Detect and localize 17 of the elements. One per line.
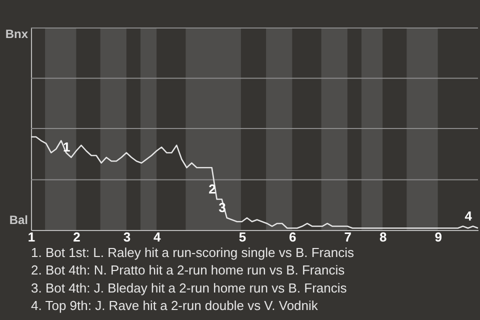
x-tick-label: 1 [28,230,36,244]
x-tick-label: 3 [123,230,131,244]
x-tick-label: 6 [289,230,296,244]
x-tick-label: 4 [153,230,162,244]
x-tick-label: 2 [73,230,80,244]
x-tick-label: 9 [434,230,442,244]
text: Bal [9,213,28,227]
annotation: 4 [464,208,473,224]
text: 1. Bot 1st: L. Raley hit a run-scoring single vs B. Francis [31,245,354,260]
text: 4. Top 9th: J. Rave hit a 2-run double vs V. Vodnik [31,298,318,314]
annotation: 1 [62,139,70,154]
x-tick-label: 5 [238,230,246,244]
x-tick-label: 8 [379,230,387,244]
text: Bnx [5,27,28,41]
x-tick-label: 7 [344,230,352,244]
text: 2. Bot 4th: N. Pratto hit a 2-run home run vs B. Francis [31,262,346,278]
text: 3. Bot 4th: J. Bleday hit a 2-run home run vs B. Francis [31,280,348,296]
